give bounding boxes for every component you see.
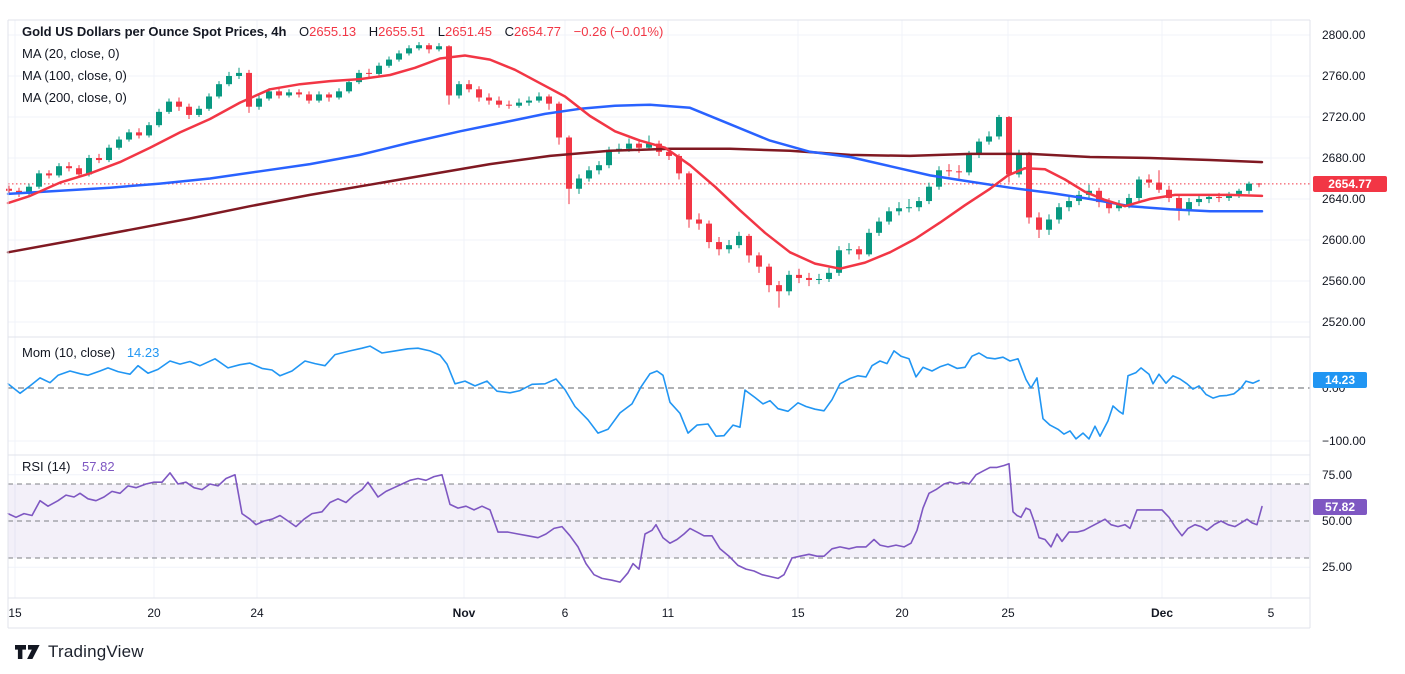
- mom-value-badge: 14.23: [1313, 372, 1367, 389]
- time-axis-label: 20: [147, 606, 161, 620]
- price-axis-label: 2640.00: [1322, 192, 1366, 206]
- ma100-label: MA (100, close, 0): [22, 68, 127, 83]
- time-axis-label: 24: [250, 606, 264, 620]
- price-axis-label: 2560.00: [1322, 274, 1366, 289]
- time-axis-label: Dec: [1150, 606, 1174, 620]
- time-scale[interactable]: [8, 598, 1310, 628]
- mom-value: 14.23: [126, 345, 160, 360]
- time-axis-label: 15: [791, 606, 805, 620]
- price-axis-label: 2760.00: [1322, 68, 1366, 83]
- low-label: L: [437, 24, 446, 39]
- symbol-title: Gold US Dollars per Ounce Spot Prices, 4…: [22, 24, 287, 39]
- symbol-legend: Gold US Dollars per Ounce Spot Prices, 4…: [22, 24, 663, 40]
- mom-axis-label: −100.00: [1322, 434, 1366, 448]
- ma20-label: MA (20, close, 0): [22, 46, 120, 61]
- ma200-legend[interactable]: MA (200, close, 0): [22, 90, 127, 105]
- change-value: −0.26 (−0.01%): [573, 24, 664, 39]
- price-axis-label: 2680.00: [1322, 150, 1366, 165]
- last-price-badge: 2654.77: [1313, 175, 1387, 192]
- rsi-axis-label: 75.00: [1322, 467, 1353, 482]
- close-label: C: [504, 24, 515, 39]
- tradingview-attribution[interactable]: TradingView: [14, 642, 144, 662]
- ma20-legend[interactable]: MA (20, close, 0): [22, 46, 120, 61]
- time-axis-label: 5: [1267, 606, 1275, 620]
- mom-legend[interactable]: Mom (10, close) 14.23: [22, 345, 159, 360]
- open-value: 2655.13: [309, 24, 357, 39]
- rsi-value: 57.82: [82, 459, 115, 474]
- time-axis-label: Nov: [452, 606, 476, 620]
- ma200-label: MA (200, close, 0): [22, 90, 127, 105]
- rsi-axis-label: 50.00: [1322, 514, 1353, 529]
- price-axis-label: 2600.00: [1322, 233, 1366, 247]
- rsi-value-badge: 57.82: [1313, 498, 1367, 515]
- price-axis-label: 2720.00: [1322, 109, 1366, 124]
- ma100-legend[interactable]: MA (100, close, 0): [22, 68, 127, 83]
- time-axis-label: 11: [661, 606, 675, 620]
- close-value: 2654.77: [514, 24, 562, 39]
- open-label: O: [299, 24, 310, 39]
- low-value: 2651.45: [445, 24, 493, 39]
- price-axis-label: 2800.00: [1322, 27, 1366, 42]
- high-value: 2655.51: [378, 24, 426, 39]
- rsi-label: RSI (14): [22, 459, 71, 474]
- brand-name: TradingView: [48, 642, 144, 661]
- tradingview-logo-icon: [14, 644, 41, 660]
- mom-label: Mom (10, close): [22, 345, 116, 360]
- time-axis-label: 6: [561, 606, 569, 620]
- high-label: H: [368, 24, 379, 39]
- rsi-axis-label: 25.00: [1322, 560, 1353, 575]
- time-axis-label: 15: [8, 606, 22, 620]
- time-axis-label: 25: [1001, 606, 1015, 620]
- price-axis-label: 2520.00: [1322, 315, 1366, 330]
- rsi-legend[interactable]: RSI (14) 57.82: [22, 459, 115, 474]
- time-axis-label: 20: [895, 606, 909, 620]
